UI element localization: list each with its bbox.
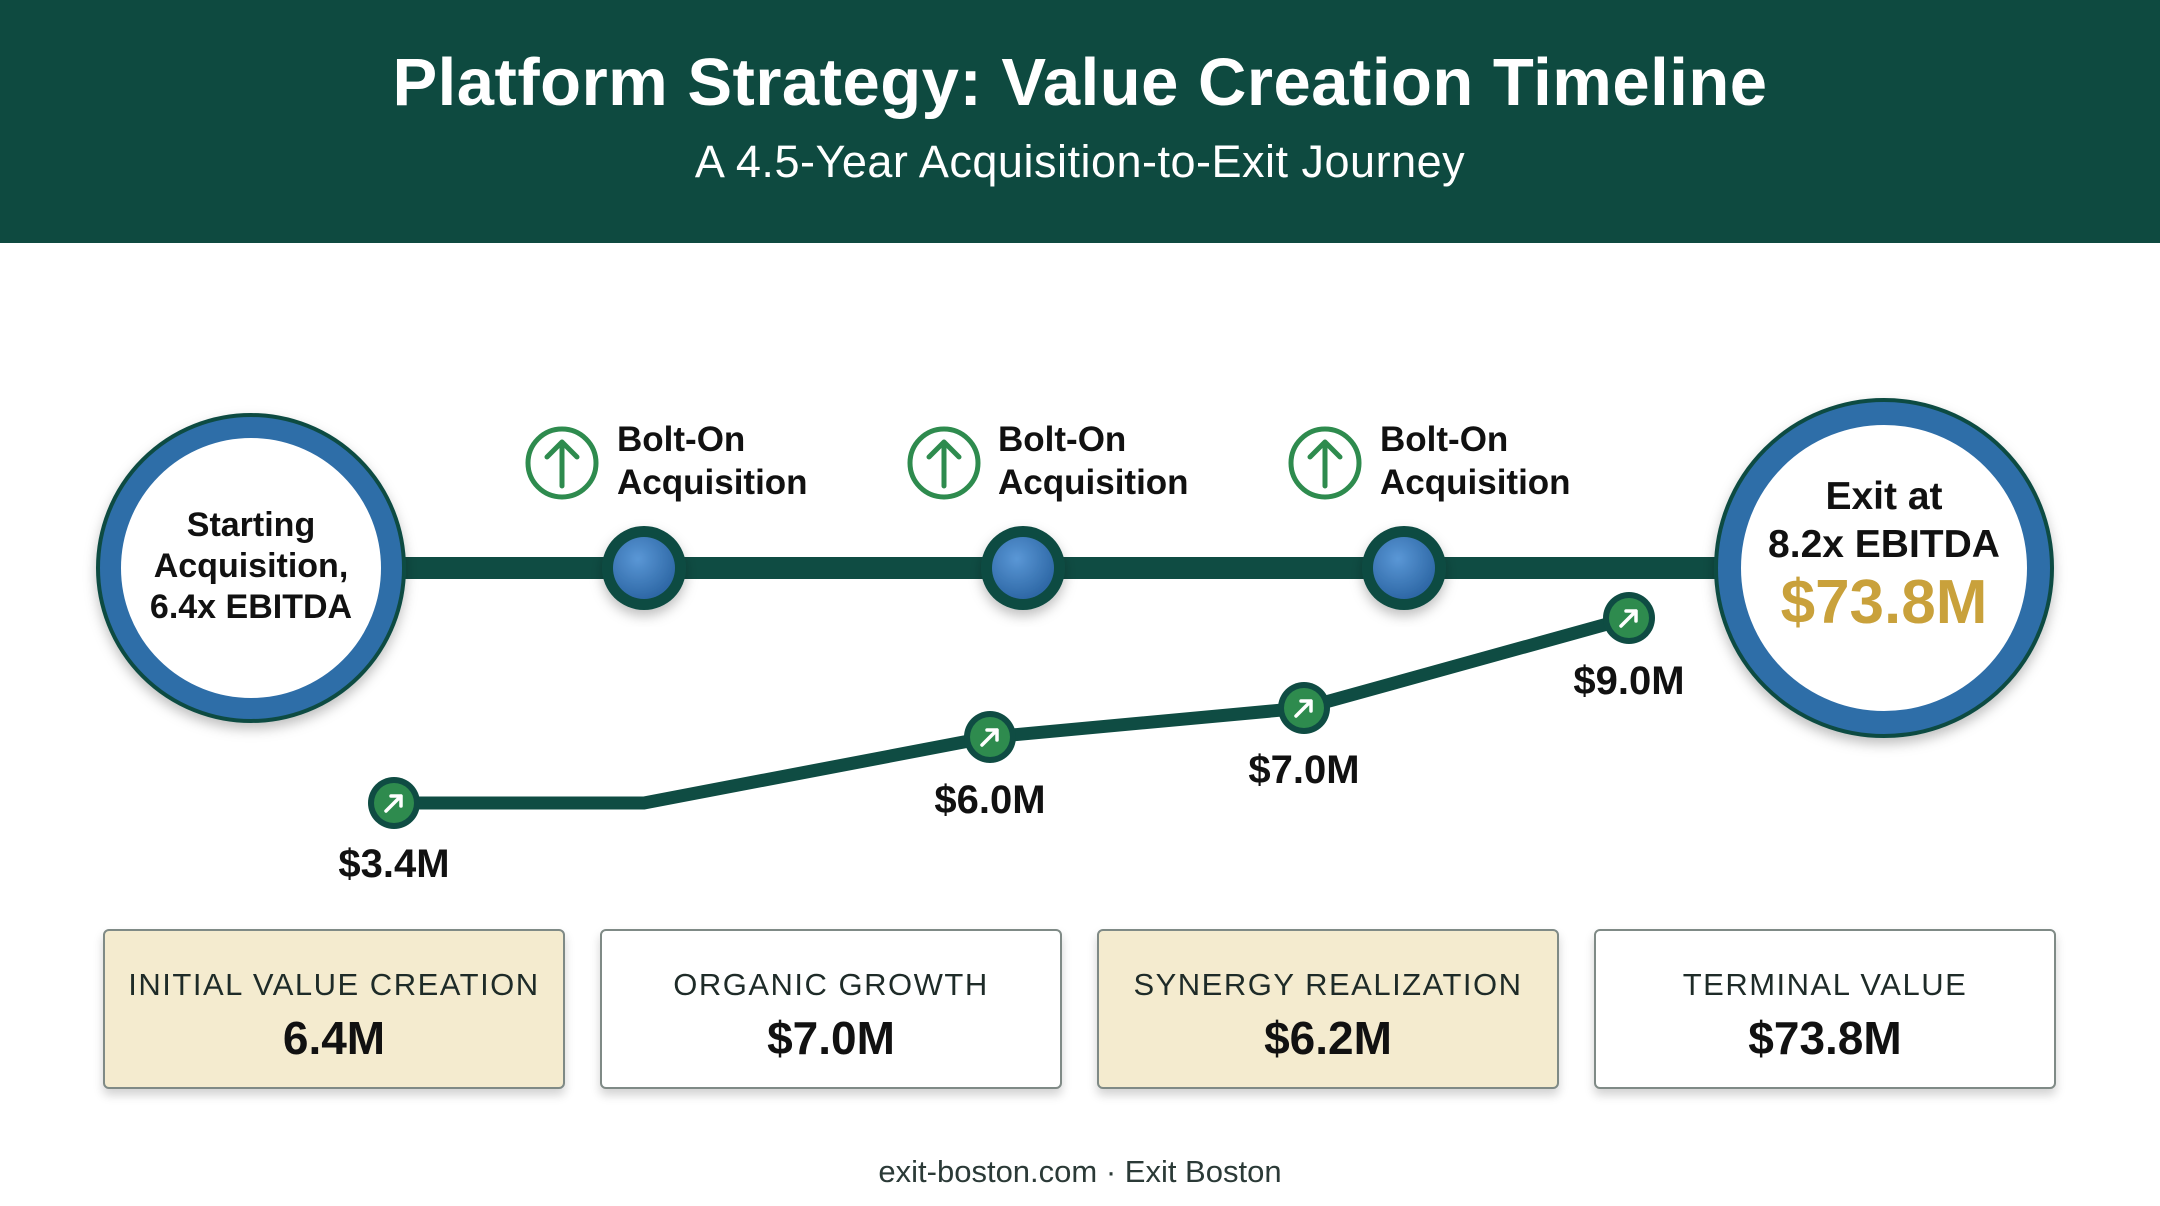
metric-card-organic-growth: ORGANIC GROWTH $7.0M [600,929,1062,1089]
start-label-line-2: Acquisition, [154,547,349,585]
ebitda-label-1: $3.4M [338,842,449,886]
ebitda-label-3: $7.0M [1248,748,1359,792]
arrow-up-circle-icon [1288,426,1362,500]
arrow-up-circle-icon [907,426,981,500]
milestone-node-3 [1362,526,1446,610]
exit-value: $73.8M [1781,568,1988,637]
milestone-3-line-1: Bolt-On [1380,420,1508,459]
ebitda-point-2 [964,711,1016,763]
card-value: $73.8M [1748,1012,1902,1064]
ebitda-label-4: $9.0M [1573,659,1684,703]
footer-credit: exit-boston.com · Exit Boston [878,1154,1282,1189]
ebitda-growth-line [387,611,1636,810]
ebitda-point-4 [1603,592,1655,644]
card-label: TERMINAL VALUE [1682,967,1968,1002]
card-label: INITIAL VALUE CREATION [128,967,540,1002]
milestone-2-line-1: Bolt-On [998,420,1126,459]
card-value: 6.4M [282,1012,386,1064]
milestone-1-line-2: Acquisition [617,463,808,502]
milestone-node-1 [602,526,686,610]
metric-card-initial-value-creation: INITIAL VALUE CREATION 6.4M [103,929,565,1089]
page-subtitle: A 4.5-Year Acquisition-to-Exit Journey [694,136,1466,187]
card-label: ORGANIC GROWTH [673,967,989,1002]
card-value: $7.0M [767,1012,895,1064]
start-label-line-1: Starting [187,506,315,544]
card-label: SYNERGY REALIZATION [1133,967,1523,1002]
milestone-2-line-2: Acquisition [998,463,1189,502]
arrow-up-circle-icon [525,426,599,500]
ebitda-point-1 [368,777,420,829]
value-creation-timeline: Starting Acquisition, 6.4x EBITDA Exit a… [96,398,2054,886]
start-node [96,413,406,723]
exit-node [1714,398,2054,738]
milestone-3-line-2: Acquisition [1380,463,1571,502]
milestone-node-2 [981,526,1065,610]
metric-card-synergy-realization: SYNERGY REALIZATION $6.2M [1097,929,1559,1089]
metric-card-terminal-value: TERMINAL VALUE $73.8M [1594,929,2056,1089]
page-title: Platform Strategy: Value Creation Timeli… [392,45,1768,120]
exit-label-line-1: Exit at [1825,475,1942,518]
ebitda-label-2: $6.0M [934,778,1045,822]
header-banner: Platform Strategy: Value Creation Timeli… [0,0,2160,243]
exit-label-line-2: 8.2x EBITDA [1768,523,2000,566]
start-label-line-3: 6.4x EBITDA [150,588,352,626]
card-value: $6.2M [1264,1012,1392,1064]
milestone-1-line-1: Bolt-On [617,420,745,459]
ebitda-point-3 [1278,682,1330,734]
